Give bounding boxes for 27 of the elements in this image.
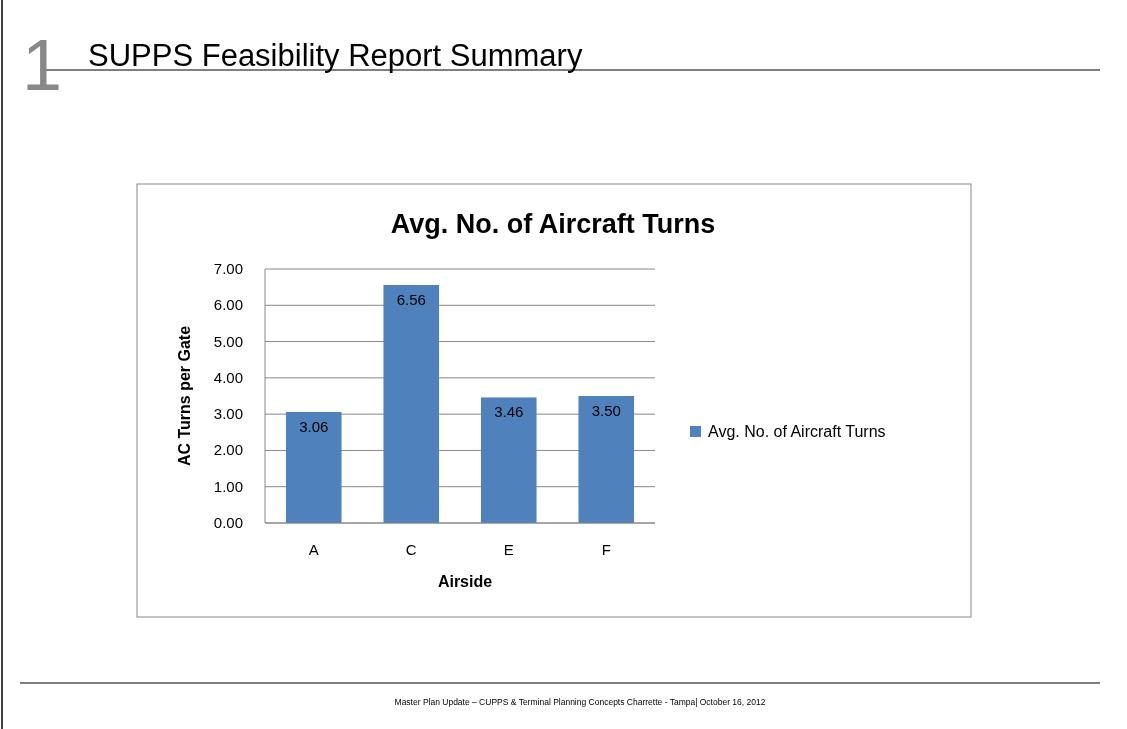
y-tick-label: 5.00 <box>213 332 243 350</box>
bar <box>480 397 537 523</box>
y-tick-label: 0.00 <box>213 514 243 531</box>
y-tick-label: 7.00 <box>213 260 243 277</box>
data-label: 3.50 <box>591 402 621 419</box>
x-tick-label: A <box>308 541 319 558</box>
bar <box>383 284 440 523</box>
y-tick-label: 3.00 <box>213 405 243 423</box>
data-label: 3.46 <box>494 403 524 421</box>
text: SUPPS Feasibility Report Summary <box>88 38 583 73</box>
x-tick-label: E <box>503 541 514 558</box>
text: 1 <box>22 25 63 105</box>
data-label: 6.56 <box>396 290 426 308</box>
bar <box>285 411 342 523</box>
x-tick-label: F <box>601 541 611 558</box>
x-axis-title: Airside <box>437 573 493 590</box>
y-tick-label: 4.00 <box>213 368 243 386</box>
y-axis-title: AC Turns per Gate <box>176 325 193 467</box>
y-tick-label: 2.00 <box>213 441 243 459</box>
chart-title: Avg. No. of Aircraft Turns <box>390 209 716 239</box>
text: Master Plan Update – CUPPS & Terminal Planning Concepts Charrette - Tampa| October 16, 2012 <box>394 697 766 707</box>
x-tick-label: C <box>405 541 417 558</box>
data-label: 3.06 <box>299 417 329 435</box>
y-tick-label: 6.00 <box>213 296 243 314</box>
bar <box>578 396 635 523</box>
y-tick-label: 1.00 <box>213 477 243 495</box>
legend-label: Avg. No. of Aircraft Turns <box>708 423 886 440</box>
